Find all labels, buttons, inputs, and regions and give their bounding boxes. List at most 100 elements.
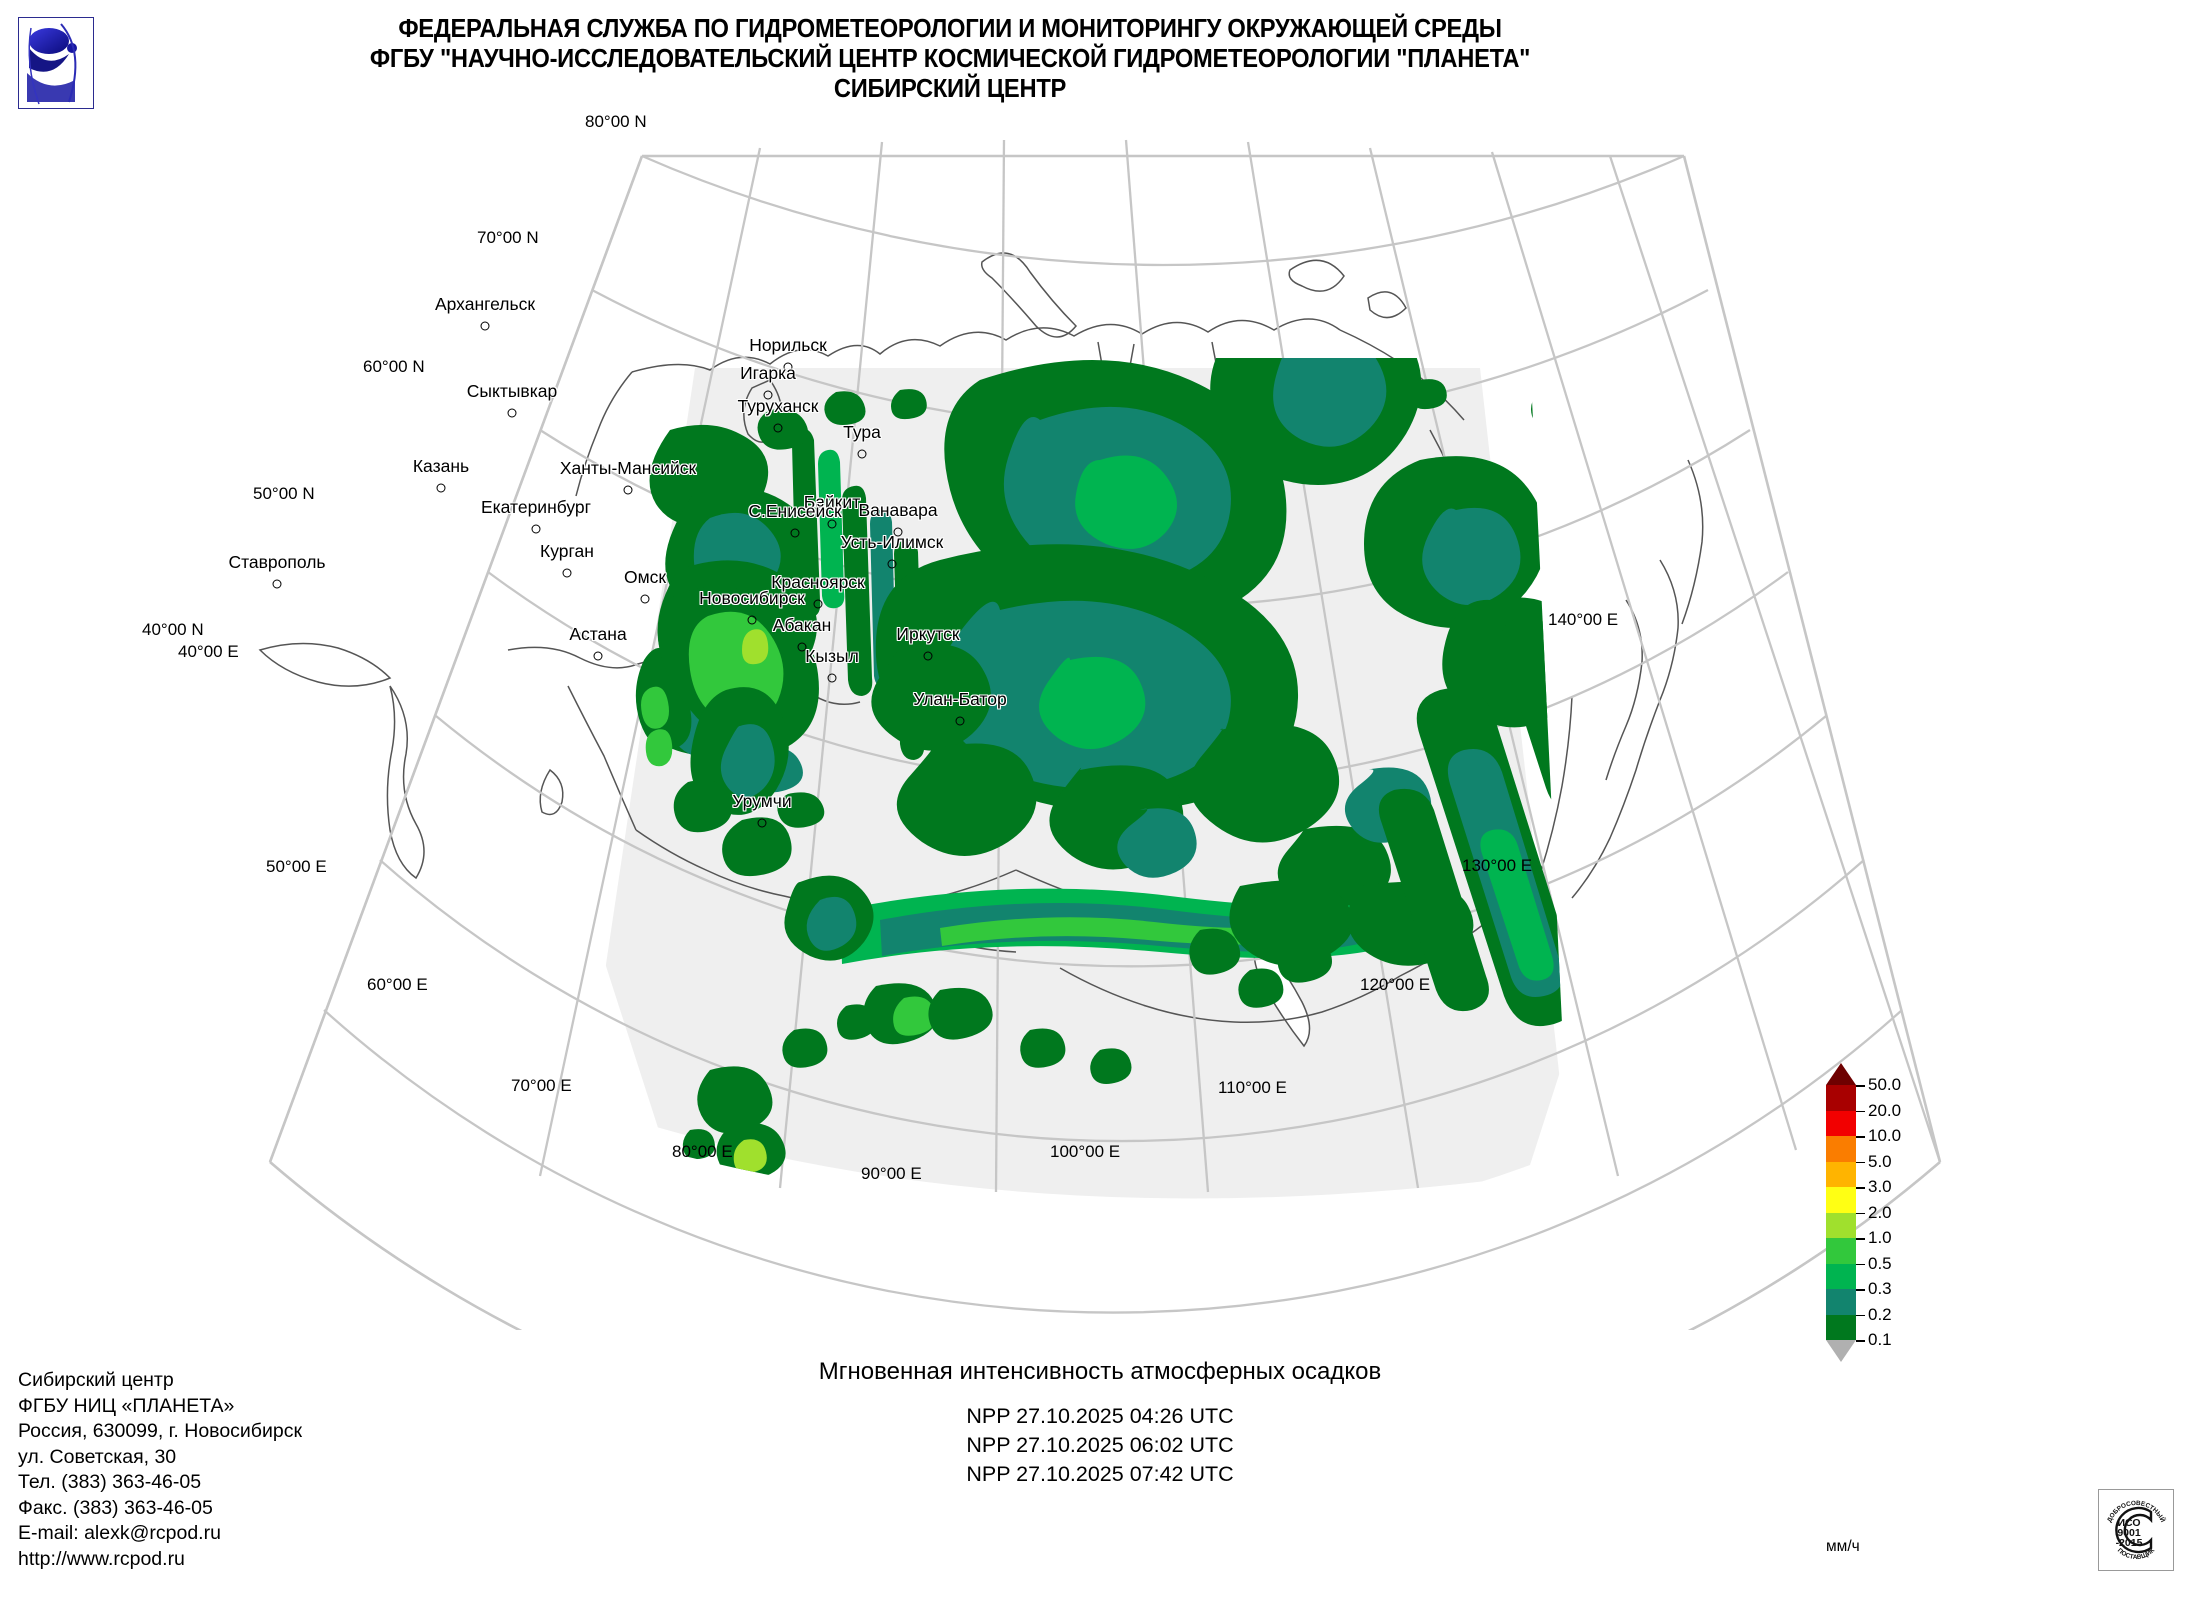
colorbar-tick [1856, 1110, 1865, 1113]
colorbar-label-1: 1.0 [1868, 1228, 1892, 1247]
lon-label-140e: 140°00 E [1548, 610, 1619, 629]
city-dot [757, 818, 767, 828]
city-dot [747, 615, 757, 625]
timestamp-list: NPP 27.10.2025 04:26 UTC NPP 27.10.2025 … [966, 1402, 1233, 1489]
city-label: Астана [569, 624, 627, 644]
iso-line2: 9001 [2117, 1527, 2141, 1539]
lat-label-40n: 40°00 N [142, 620, 204, 639]
colorbar-tick [1856, 1136, 1865, 1138]
lon-label-100e: 100°00 E [1050, 1142, 1121, 1161]
planeta-logo [18, 17, 94, 109]
colorbar-band-01-02 [1826, 1314, 1856, 1340]
city-dot [923, 651, 933, 661]
lon-label-110e: 110°00 E [1218, 1078, 1287, 1097]
lon-label-60e: 60°00 E [367, 975, 428, 994]
map-caption: Мгновенная интенсивность атмосферных оса… [0, 1358, 2200, 1489]
colorbar-band-5-10 [1826, 1136, 1856, 1162]
city-dot [436, 483, 446, 493]
city-label: Екатеринбург [480, 497, 592, 517]
city-dot [797, 642, 807, 652]
colorbar-tick [1856, 1289, 1865, 1291]
city-dot [893, 527, 903, 537]
contact-line: Факс. (383) 363-46-05 [18, 1496, 213, 1519]
city-label: Тура [843, 422, 881, 442]
colorbar-band-20-50 [1826, 1085, 1856, 1111]
colorbar: 50.0 20.0 10.0 5.0 3.0 2.0 1.0 0.5 0.3 0… [1826, 1063, 1901, 1362]
page-title: ФЕДЕРАЛЬНАЯ СЛУЖБА ПО ГИДРОМЕТЕОРОЛОГИИ … [170, 14, 1730, 104]
city-label: Улан-Батор [913, 689, 1007, 709]
timestamp-row: NPP 27.10.2025 06:02 UTC [966, 1433, 1234, 1457]
lon-label-90e: 90°00 E [861, 1164, 922, 1183]
city-label: Омск [623, 567, 667, 587]
colorbar-tick [1856, 1263, 1865, 1266]
contact-line: Россия, 630099, г. Новосибирск [18, 1420, 302, 1442]
colorbar-tick [1856, 1314, 1865, 1317]
contact-block: Сибирский центр ФГБУ НИЦ «ПЛАНЕТА» Росси… [18, 1368, 302, 1572]
planeta-logo-glyph [27, 23, 77, 105]
colorbar-band-03-05 [1826, 1263, 1856, 1289]
city-label: Казань [412, 456, 470, 476]
header-line-3: СИБИРСКИЙ ЦЕНТР [833, 75, 1067, 103]
colorbar-label-5: 5.0 [1868, 1151, 1892, 1171]
city-label: Абакан [772, 615, 832, 635]
contact-line: Сибирский центр [18, 1369, 174, 1391]
iso-line3: -2015 [2116, 1537, 2143, 1549]
city-dot [783, 362, 793, 372]
colorbar-label-02: 0.2 [1868, 1304, 1892, 1324]
city-dot [480, 321, 490, 331]
city-dot [531, 524, 541, 534]
colorbar-tick [1856, 1187, 1865, 1189]
precip-cluster-ural [635, 586, 819, 877]
city-label: Ставрополь [228, 552, 326, 572]
lon-label-70e: 70°00 E [511, 1076, 572, 1095]
lat-label-80n: 80°00 N [585, 112, 647, 131]
colorbar-band-1-2 [1826, 1212, 1856, 1238]
city-label: Сыктывкар [466, 381, 558, 401]
city-dot [623, 485, 633, 495]
city-label: Курган [540, 541, 594, 561]
contact-website: http://www.rcpod.ru [18, 1547, 185, 1570]
lat-label-50n: 50°00 N [253, 484, 315, 503]
city-label: Архангельск [434, 294, 536, 314]
iso-line1: ИСО [2117, 1517, 2140, 1529]
colorbar-label-10: 10.0 [1868, 1126, 1902, 1145]
map-sector-outline [268, 154, 1942, 1330]
city-dot [955, 716, 965, 726]
city-label: Красноярск [771, 572, 865, 592]
timestamp-row: NPP 27.10.2025 07:42 UTC [966, 1462, 1234, 1486]
city-label: Усть-Илимск [840, 532, 944, 552]
colorbar-band-02-03 [1826, 1289, 1856, 1315]
contact-line: Тел. (383) 363-46-05 [18, 1471, 202, 1493]
colorbar-over-arrow [1826, 1063, 1856, 1085]
lon-label-40e: 40°00 E [178, 642, 239, 661]
colorbar-band-2-3 [1826, 1187, 1856, 1213]
iso-certification-badge: ДОБРОСОВЕСТНЫЙ ИСО 9001 -2015 ПОСТАВЩИК [2098, 1489, 2174, 1571]
iso-bottom-arc-text: ПОСТАВЩИК [2116, 1547, 2156, 1561]
city-label: Байкит [803, 492, 861, 512]
svg-text:ПОСТАВЩИК: ПОСТАВЩИК [2116, 1547, 2156, 1561]
city-dot [763, 390, 773, 400]
contact-line: ФГБУ НИЦ «ПЛАНЕТА» [18, 1394, 235, 1417]
map-canvas[interactable]: 80°00 N 70°00 N 60°00 N 50°00 N 40°00 N … [142, 112, 1960, 1330]
city-dot [827, 519, 837, 529]
lat-label-70n: 70°00 N [477, 228, 539, 247]
contact-line: ул. Советская, 30 [18, 1445, 177, 1468]
lat-label-60n: 60°00 N [363, 357, 425, 376]
colorbar-band-05-1 [1826, 1238, 1856, 1264]
colorbar-label-2: 2.0 [1868, 1202, 1892, 1222]
colorbar-label-05: 0.5 [1868, 1253, 1892, 1273]
colorbar-band-10-20 [1826, 1110, 1856, 1136]
city-dot [773, 423, 783, 433]
header-line-1: ФЕДЕРАЛЬНАЯ СЛУЖБА ПО ГИДРОМЕТЕОРОЛОГИИ … [398, 15, 1502, 43]
colorbar-tick [1856, 1085, 1865, 1087]
city-dot [593, 651, 603, 661]
city-dot [272, 579, 282, 589]
precip-cluster-central-siberia [871, 358, 1570, 914]
precip-cluster-kyzyl [837, 928, 1332, 1084]
city-dot [827, 673, 837, 683]
city-dot [562, 568, 572, 578]
city-dot [790, 528, 800, 538]
colorbar-label-03: 0.3 [1868, 1279, 1892, 1298]
city-label: Норильск [749, 335, 827, 355]
